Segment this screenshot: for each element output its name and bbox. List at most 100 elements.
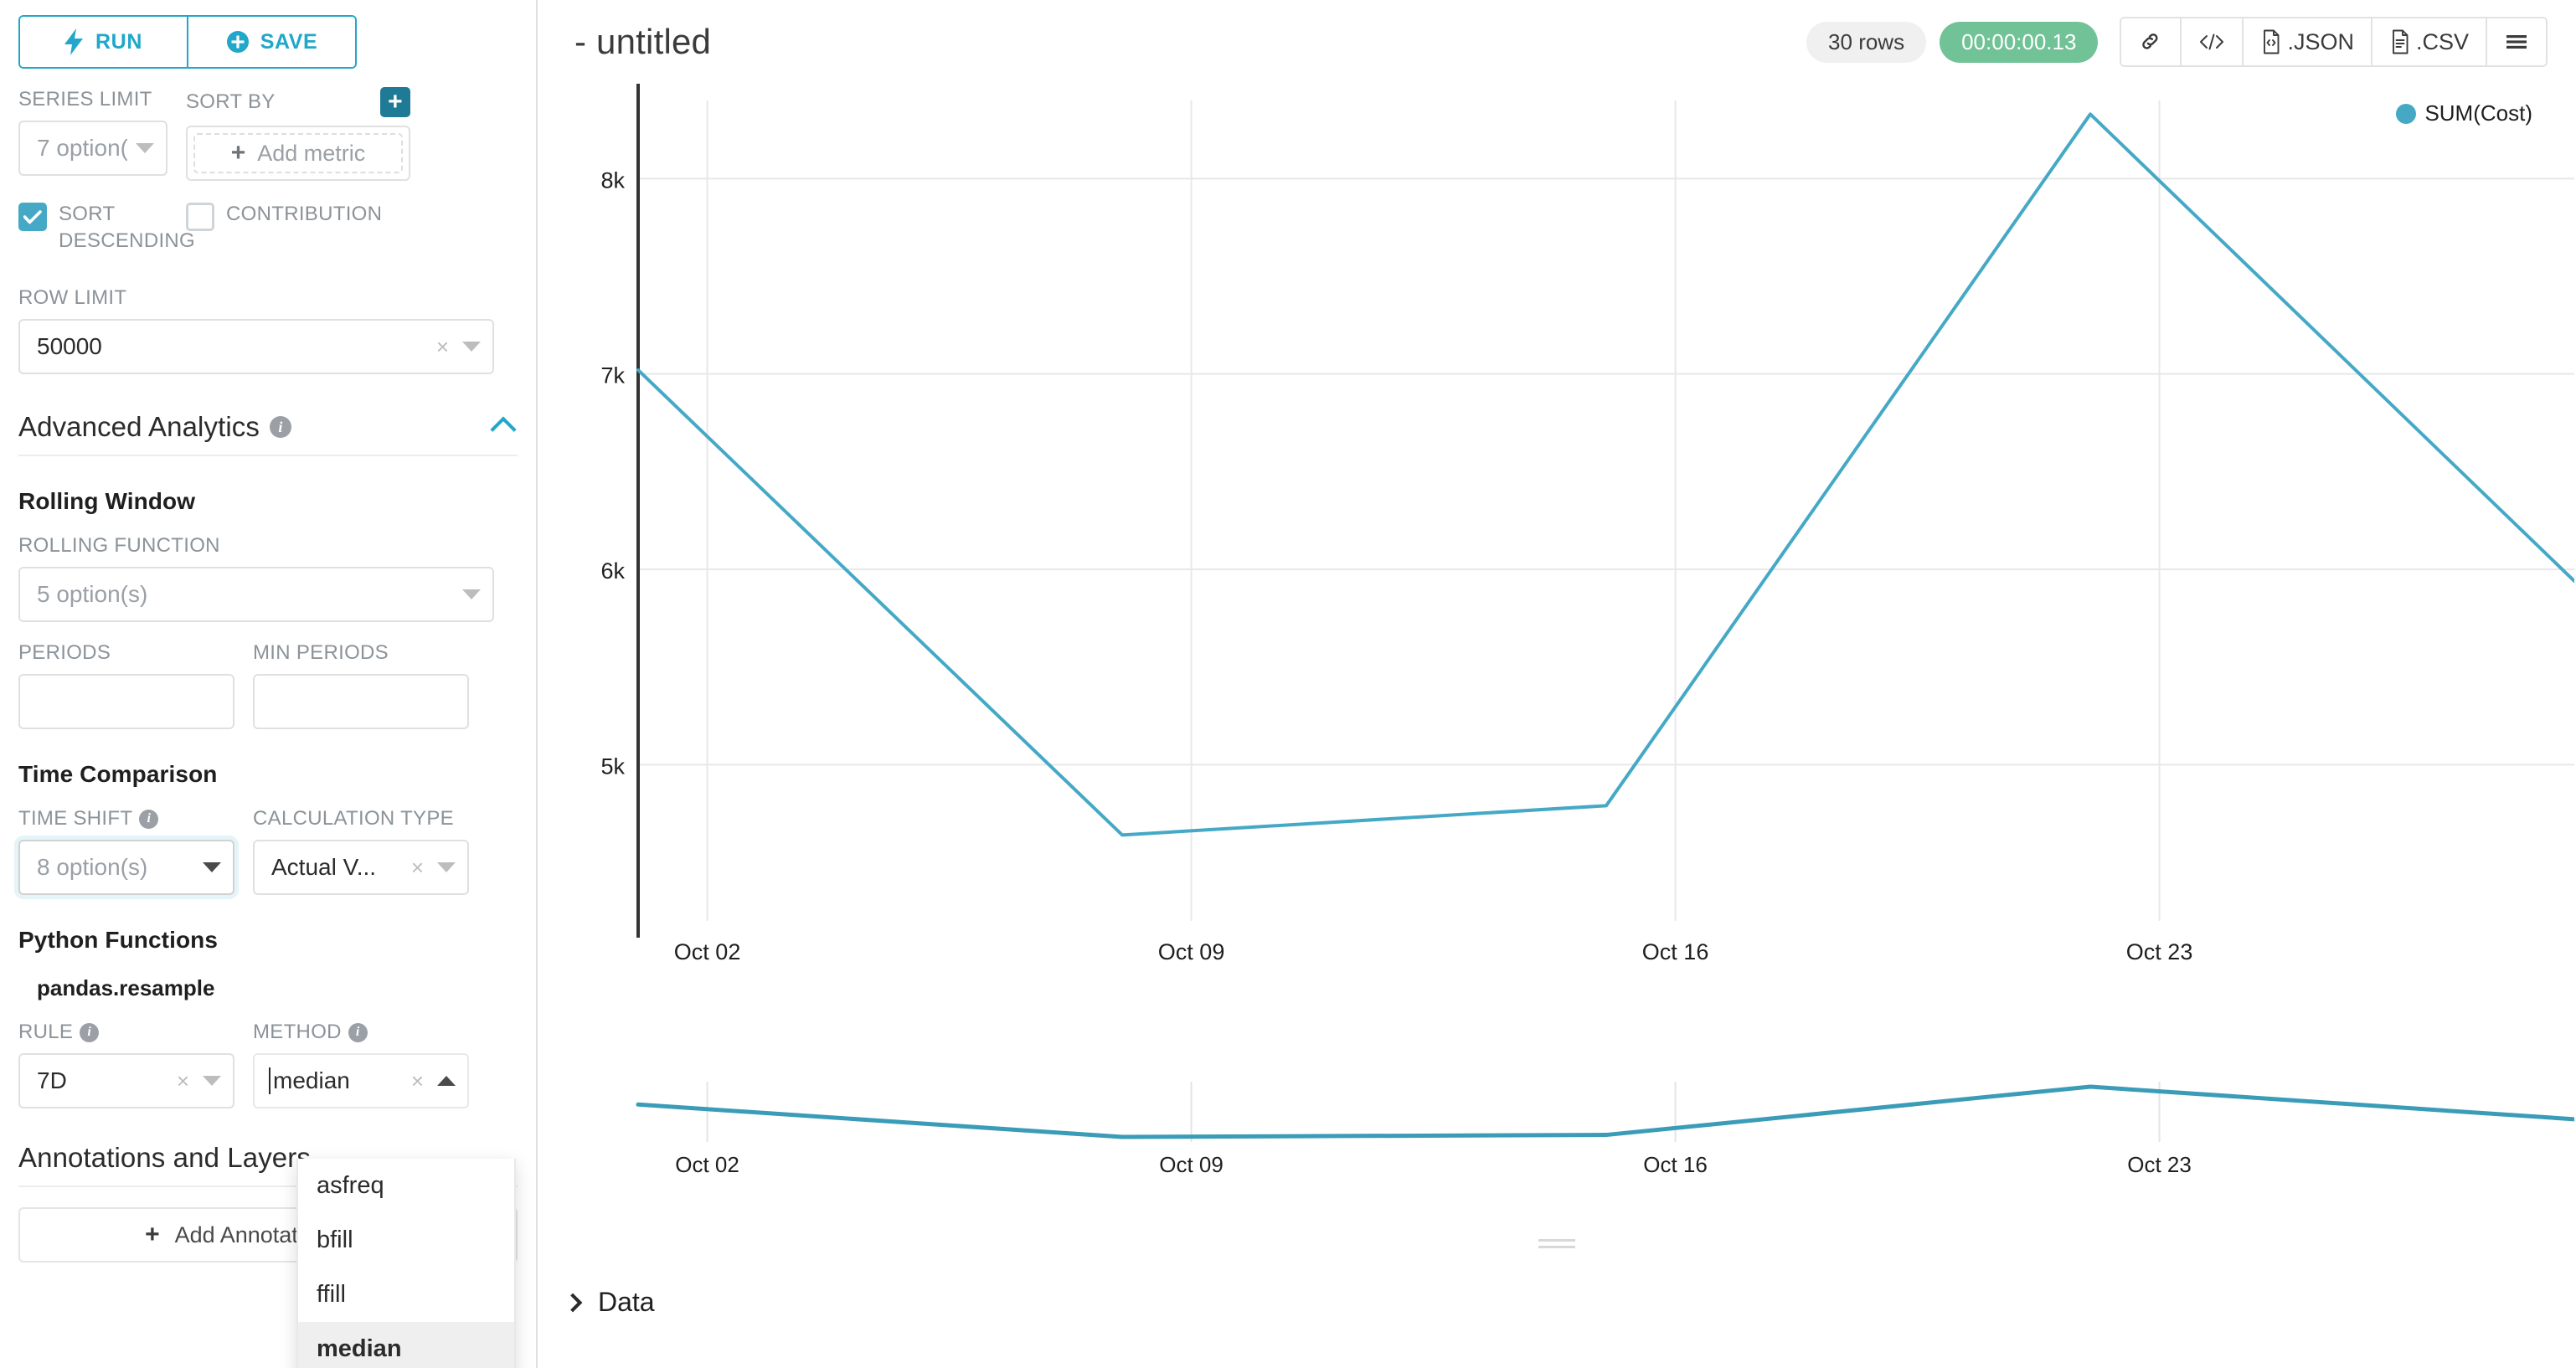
method-value: median — [269, 1067, 408, 1095]
min-periods-input[interactable] — [253, 674, 469, 730]
rolling-function-value: 5 option(s) — [37, 581, 148, 608]
rows-badge: 30 rows — [1806, 21, 1927, 63]
resize-handle[interactable] — [1538, 1239, 1575, 1252]
calculation-type-field: CALCULATION TYPE Actual V... × — [253, 806, 469, 896]
data-panel-toggle[interactable]: Data — [563, 1287, 655, 1318]
series-limit-value: 7 option(s) — [37, 135, 127, 161]
more-options-button[interactable] — [2486, 18, 2546, 65]
method-select[interactable]: median × — [253, 1053, 469, 1109]
time-shift-value: 8 option(s) — [37, 854, 148, 881]
chevron-down-icon — [136, 143, 154, 153]
row-limit-label: ROW LIMIT — [18, 286, 127, 310]
rule-method-row: RULE i 7D × METHOD i median — [18, 1001, 518, 1109]
page-title: - untitled — [574, 22, 712, 61]
advanced-analytics-title: Advanced Analytics — [18, 411, 260, 443]
brush-series-line[interactable] — [636, 1084, 2574, 1139]
advanced-analytics-header[interactable]: Advanced Analytics i — [18, 411, 518, 457]
code-icon — [2198, 31, 2225, 53]
info-icon[interactable]: i — [269, 416, 291, 439]
rolling-function-field: ROLLING FUNCTION 5 option(s) — [18, 533, 494, 623]
method-option-bfill[interactable]: bfill — [317, 1227, 353, 1253]
brush-x-tick-label: Oct 02 — [675, 1152, 739, 1177]
brush-mini-chart[interactable]: Oct 02 Oct 09 Oct 16 Oct 23 — [538, 1080, 2574, 1180]
y-axis-tick-label: 7k — [600, 363, 625, 388]
advanced-analytics-title-row: Advanced Analytics i — [18, 411, 291, 443]
download-csv-button[interactable]: .CSV — [2370, 18, 2486, 65]
calculation-type-select[interactable]: Actual V... × — [253, 840, 469, 896]
sort-descending-wrap: SORT DESCENDING — [18, 181, 195, 254]
chevron-up-icon[interactable] — [490, 416, 517, 443]
time-shift-field: TIME SHIFT i 8 option(s) — [18, 806, 234, 896]
series-line-SUM(Cost)[interactable] — [636, 112, 2574, 837]
min-periods-label: MIN PERIODS — [253, 641, 389, 665]
chart-legend[interactable]: SUM(Cost) — [2396, 100, 2532, 126]
menu-icon — [2504, 32, 2529, 52]
handle-bar — [1538, 1246, 1575, 1248]
row-limit-field: ROW LIMIT 50000 × — [18, 285, 518, 375]
sort-descending-checkbox[interactable]: SORT DESCENDING — [18, 201, 195, 254]
save-query-button[interactable]: SAVE — [187, 17, 355, 67]
annotations-title: Annotations and Layers — [18, 1142, 311, 1174]
row-limit-select[interactable]: 50000 × — [18, 319, 494, 375]
x-axis-tick-label: Oct 23 — [2126, 939, 2193, 964]
copy-link-button[interactable] — [2121, 18, 2181, 65]
csv-file-icon — [2389, 29, 2411, 54]
row-limit-value: 50000 — [37, 333, 102, 360]
chevron-down-icon — [462, 589, 481, 600]
legend-label: SUM(Cost) — [2424, 100, 2532, 126]
sort-descending-label: SORT DESCENDING — [59, 203, 196, 252]
series-limit-select[interactable]: 7 option(s) — [18, 121, 167, 176]
time-shift-label: TIME SHIFT — [18, 807, 133, 831]
python-functions-title: Python Functions — [18, 927, 219, 954]
rule-select[interactable]: 7D × — [18, 1053, 234, 1109]
x-axis-tick-label: Oct 09 — [1158, 939, 1225, 964]
checkbox-row: SORT DESCENDING CONTRIBUTION — [18, 181, 518, 254]
view-code-button[interactable] — [2180, 18, 2243, 65]
clear-icon[interactable]: × — [435, 334, 449, 360]
sort-by-label-row: SORT BY + — [186, 87, 410, 117]
annotations-header[interactable]: Annotations and Layers — [18, 1142, 518, 1188]
y-axis-tick-label: 6k — [600, 558, 625, 584]
chart-header: - untitled 30 rows 00:00:00.13 — [538, 0, 2576, 84]
method-option-asfreq[interactable]: asfreq — [317, 1172, 384, 1199]
method-field: METHOD i median × — [253, 1020, 469, 1109]
periods-row: PERIODS MIN PERIODS — [18, 622, 518, 730]
rolling-function-select[interactable]: 5 option(s) — [18, 567, 494, 623]
method-dropdown-menu[interactable]: asfreq bfill ffill median — [296, 1159, 516, 1368]
clear-icon[interactable]: × — [176, 1068, 189, 1094]
periods-field: PERIODS — [18, 640, 234, 730]
info-icon[interactable]: i — [139, 809, 159, 829]
calculation-type-label: CALCULATION TYPE — [253, 807, 454, 831]
time-shift-select[interactable]: 8 option(s) — [18, 840, 234, 896]
chart-panel: - untitled 30 rows 00:00:00.13 — [538, 0, 2576, 1368]
series-sort-row: SERIES LIMIT 7 option(s) SORT BY + + — [18, 69, 518, 181]
series-limit-label: SERIES LIMIT — [18, 88, 152, 111]
add-metric-placeholder: Add metric — [257, 140, 366, 166]
plus-icon: + — [230, 139, 246, 167]
info-icon[interactable]: i — [80, 1022, 100, 1042]
download-json-button[interactable]: .JSON — [2242, 18, 2371, 65]
method-label-row: METHOD i — [253, 1020, 469, 1045]
plus-circle-icon — [226, 30, 250, 54]
chart-canvas[interactable]: SUM(Cost) 5k 6k 7k 8k Oct 02 Oct 09 Oct 16 Oct … — [538, 84, 2576, 1072]
chevron-down-icon — [437, 862, 456, 873]
clear-icon[interactable]: × — [410, 855, 424, 881]
query-duration-badge: 00:00:00.13 — [1940, 21, 2099, 63]
add-sort-metric-button[interactable]: + — [380, 87, 410, 117]
rolling-function-label: ROLLING FUNCTION — [18, 534, 220, 558]
min-periods-field: MIN PERIODS — [253, 640, 469, 730]
contribution-checkbox[interactable]: CONTRIBUTION — [186, 201, 410, 231]
chevron-down-icon — [203, 1076, 221, 1087]
time-comparison-title: Time Comparison — [18, 761, 218, 788]
sort-by-dropzone[interactable]: + Add metric — [186, 126, 410, 181]
method-option-median[interactable]: median — [298, 1322, 514, 1368]
series-limit-field: SERIES LIMIT 7 option(s) — [18, 87, 167, 181]
time-comparison-row: TIME SHIFT i 8 option(s) CALCULATION TYP… — [18, 788, 518, 896]
clear-icon[interactable]: × — [410, 1068, 424, 1094]
method-option-ffill[interactable]: ffill — [317, 1281, 346, 1308]
run-query-button[interactable]: RUN — [20, 17, 187, 67]
info-icon[interactable]: i — [348, 1022, 368, 1042]
periods-input[interactable] — [18, 674, 234, 730]
run-save-button-group: RUN SAVE — [18, 15, 357, 69]
